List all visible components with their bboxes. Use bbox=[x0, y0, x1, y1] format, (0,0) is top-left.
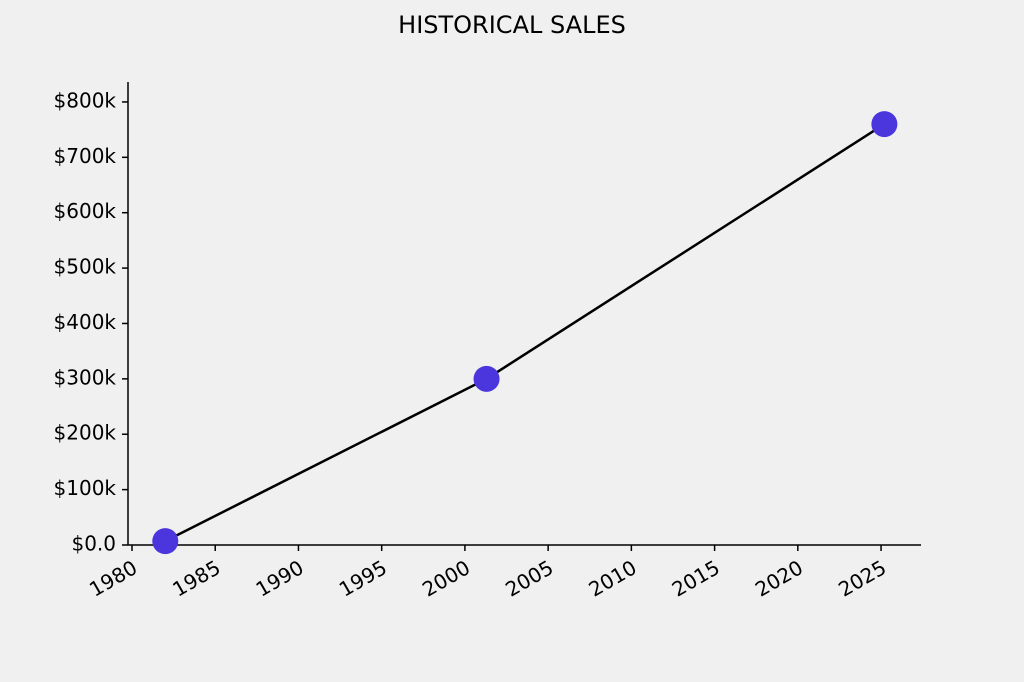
y-tick-label: $300k bbox=[54, 365, 117, 389]
chart-title: HISTORICAL SALES bbox=[398, 11, 626, 39]
marker bbox=[871, 111, 898, 138]
marker bbox=[152, 528, 179, 555]
marker bbox=[473, 365, 500, 392]
y-tick-label: $600k bbox=[54, 199, 117, 223]
y-tick-label: $800k bbox=[54, 88, 117, 112]
y-tick-label: $500k bbox=[54, 255, 117, 279]
y-tick-label: $0.0 bbox=[71, 532, 116, 556]
y-tick-label: $100k bbox=[54, 476, 117, 500]
y-tick-label: $200k bbox=[54, 421, 117, 445]
y-tick-label: $400k bbox=[54, 310, 117, 334]
y-tick-label: $700k bbox=[54, 144, 117, 168]
